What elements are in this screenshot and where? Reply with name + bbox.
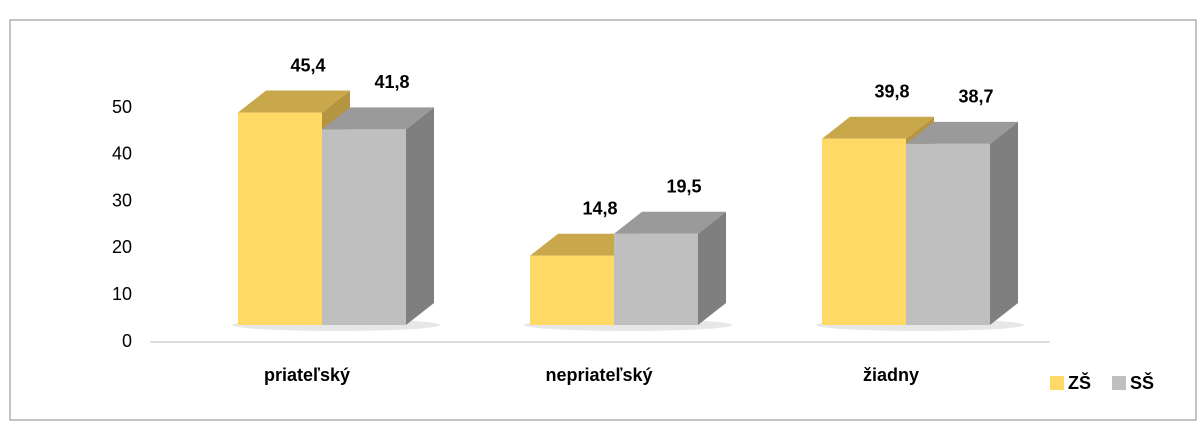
y-tick-label: 30 — [112, 190, 132, 210]
y-tick-label: 0 — [122, 331, 132, 351]
bar-top — [238, 90, 350, 113]
y-tick-label: 10 — [112, 284, 132, 304]
x-tick-label: priateľský — [264, 365, 350, 385]
y-tick-label: 20 — [112, 237, 132, 257]
bar-top — [614, 211, 726, 234]
value-label: 41,8 — [374, 72, 409, 92]
bar — [322, 129, 406, 325]
bar — [530, 255, 614, 325]
value-label: 38,7 — [958, 87, 993, 107]
bar-side — [406, 107, 434, 325]
bar-top — [322, 107, 434, 130]
chart-frame — [9, 19, 1197, 421]
legend-swatch — [1050, 376, 1064, 390]
legend-label: ZŠ — [1068, 372, 1091, 393]
y-tick-label: 40 — [112, 144, 132, 164]
bar — [238, 112, 322, 325]
value-label: 14,8 — [582, 198, 617, 218]
x-tick-label: žiadny — [863, 365, 919, 385]
bar — [822, 138, 906, 325]
legend-label: SŠ — [1130, 372, 1154, 393]
y-tick-label: 50 — [112, 97, 132, 117]
bar — [906, 143, 990, 325]
value-label: 45,4 — [290, 55, 325, 75]
bar-top — [906, 121, 1018, 144]
legend-swatch — [1112, 376, 1126, 390]
bar-side — [698, 211, 726, 325]
value-label: 39,8 — [874, 81, 909, 101]
bar — [614, 233, 698, 325]
bar-top — [822, 116, 934, 139]
value-label: 19,5 — [666, 176, 701, 196]
bar-side — [990, 121, 1018, 325]
x-tick-label: nepriateľský — [546, 365, 653, 385]
